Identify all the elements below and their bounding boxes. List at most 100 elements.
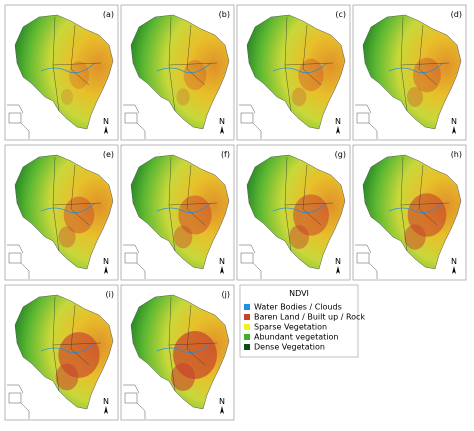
- bare-land-patch: [58, 226, 76, 248]
- river: [40, 62, 96, 74]
- bare-land-patch: [413, 57, 441, 93]
- boundary-line: [239, 244, 262, 279]
- north-arrow: [104, 266, 108, 274]
- bare-land-patch: [289, 225, 309, 249]
- boundary-line: [355, 104, 378, 139]
- legend-swatch: [244, 304, 250, 310]
- state-borders: [284, 156, 334, 252]
- north-label: N: [103, 257, 109, 266]
- state-borders: [284, 16, 334, 112]
- legend-label: Baren Land / Built up / Rock: [254, 313, 365, 322]
- bare-land-patch: [69, 61, 89, 89]
- legend-swatch: [244, 334, 250, 340]
- panel-label: (f): [221, 150, 230, 159]
- state-borders: [52, 156, 102, 252]
- state-borders: [168, 16, 218, 112]
- map-panel: (a) N: [4, 4, 119, 141]
- north-arrow: [452, 126, 456, 134]
- boundary-line: [239, 104, 262, 139]
- boundary-line: [7, 104, 30, 139]
- bare-land-patch: [61, 89, 73, 105]
- bare-land-patch: [171, 363, 195, 391]
- panel-label: (j): [222, 290, 230, 299]
- state-borders: [168, 296, 218, 392]
- panel-label: (c): [335, 10, 346, 19]
- north-label: N: [219, 397, 225, 406]
- panel-label: (d): [451, 10, 462, 19]
- state-borders: [168, 156, 218, 252]
- north-arrow: [220, 266, 224, 274]
- map-panel: (i) N: [4, 284, 119, 421]
- river: [388, 202, 444, 214]
- legend-swatch: [244, 344, 250, 350]
- boundary-line: [7, 244, 30, 279]
- north-arrow: [104, 126, 108, 134]
- legend-swatch: [244, 324, 250, 330]
- inset-box: [8, 252, 22, 264]
- north-label: N: [335, 257, 341, 266]
- legend-box: [239, 284, 359, 358]
- river: [272, 62, 328, 74]
- boundary-line: [123, 384, 146, 419]
- north-label: N: [451, 117, 457, 126]
- river: [40, 202, 96, 214]
- bare-land-patch: [176, 88, 190, 106]
- map-panel: (f) N: [120, 144, 235, 281]
- bare-land-patch: [173, 225, 193, 249]
- region-map: [14, 154, 114, 270]
- north-label: N: [219, 257, 225, 266]
- north-label: N: [335, 117, 341, 126]
- river: [156, 342, 212, 354]
- region-map: [14, 14, 114, 130]
- north-label: N: [103, 397, 109, 406]
- inset-box: [240, 252, 254, 264]
- north-label: N: [219, 117, 225, 126]
- panel-label: (b): [219, 10, 230, 19]
- bare-land-patch: [404, 224, 426, 250]
- inset-box: [124, 112, 138, 124]
- panel-label: (e): [103, 150, 114, 159]
- north-arrow: [104, 406, 108, 414]
- inset-box: [124, 392, 138, 404]
- boundary-line: [123, 104, 146, 139]
- north-label: N: [451, 257, 457, 266]
- legend-label: Dense Vegetation: [254, 343, 325, 352]
- panel-label: (g): [335, 150, 346, 159]
- bare-land-patch: [407, 87, 423, 107]
- bare-land-patch: [298, 58, 324, 92]
- boundary-line: [355, 244, 378, 279]
- legend-label: Sparse Vegetation: [254, 323, 327, 332]
- bare-land-patch: [183, 59, 207, 91]
- region-map: [362, 14, 462, 130]
- north-arrow: [336, 266, 340, 274]
- bare-land-patch: [291, 87, 307, 107]
- panel-label: (a): [103, 10, 114, 19]
- river: [272, 202, 328, 214]
- north-arrow: [220, 126, 224, 134]
- map-panel: (h) N: [352, 144, 467, 281]
- map-panel: (j) N: [120, 284, 235, 421]
- panel-label: (i): [106, 290, 114, 299]
- state-borders: [52, 296, 102, 392]
- map-panel: (d) N: [352, 4, 467, 141]
- river: [388, 62, 444, 74]
- boundary-line: [7, 384, 30, 419]
- bare-land-patch: [55, 363, 79, 391]
- bare-land-patch: [178, 195, 212, 235]
- legend-label: Water Bodies / Clouds: [254, 303, 342, 312]
- map-panel: (e) N: [4, 144, 119, 281]
- map-panel: (b) N: [120, 4, 235, 141]
- river: [156, 62, 212, 74]
- state-borders: [52, 16, 102, 112]
- river: [156, 202, 212, 214]
- region-map: [130, 14, 230, 130]
- legend-title: NDVI: [289, 289, 309, 298]
- north-arrow: [336, 126, 340, 134]
- legend-label: Abundant vegetation: [254, 333, 338, 342]
- inset-box: [356, 252, 370, 264]
- region-map: [246, 14, 346, 130]
- inset-box: [356, 112, 370, 124]
- boundary-line: [123, 244, 146, 279]
- north-label: N: [103, 117, 109, 126]
